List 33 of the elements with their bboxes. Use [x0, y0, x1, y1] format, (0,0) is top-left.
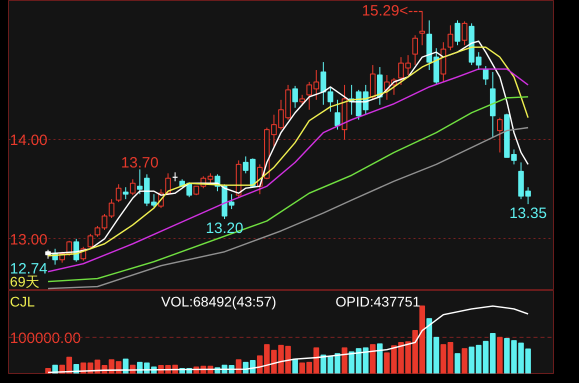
bar — [122, 358, 129, 374]
candlestick — [122, 186, 129, 200]
annotation: VOL:68492(43:57) — [161, 294, 276, 310]
candlestick — [497, 117, 503, 153]
y-tick-label: 100000.00 — [10, 330, 81, 347]
bar — [292, 358, 298, 374]
candlestick — [412, 34, 418, 66]
candlestick — [370, 64, 376, 100]
candlestick — [292, 85, 298, 108]
annotation: 13.70 — [121, 154, 159, 172]
bar — [462, 348, 468, 374]
bar — [342, 347, 348, 374]
candlestick — [482, 66, 489, 86]
annotation: OPID:437751 — [336, 294, 421, 310]
candlestick — [462, 20, 468, 46]
candlestick — [88, 233, 94, 250]
annotation: 15.29<--- — [362, 2, 424, 20]
bar — [370, 344, 376, 374]
annotation: 13.35 — [509, 205, 547, 222]
annotation: 13.20 — [206, 220, 244, 237]
bar — [377, 343, 383, 374]
bar — [454, 353, 460, 374]
candlestick — [130, 178, 136, 196]
candlestick — [454, 20, 460, 46]
bar — [497, 336, 503, 374]
candlestick — [116, 184, 122, 203]
candlestick — [448, 24, 454, 51]
chart-title: CJL — [10, 294, 36, 310]
y-tick-label: 13.00 — [10, 231, 48, 248]
text: 69天 — [10, 274, 40, 290]
candlestick — [334, 99, 340, 130]
y-tick-label: 14.00 — [10, 132, 48, 150]
candlestick — [299, 94, 306, 106]
